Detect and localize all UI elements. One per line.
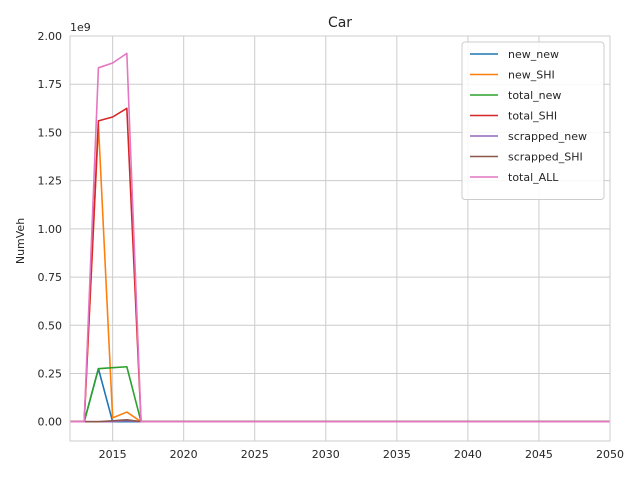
y-tick-label: 1.50 — [38, 126, 63, 139]
legend-label: total_new — [508, 89, 561, 102]
x-tick-label: 2030 — [312, 448, 340, 461]
legend-box — [461, 41, 605, 200]
x-tick-label: 2020 — [170, 448, 198, 461]
y-axis-label: NumVeh — [14, 218, 27, 264]
plot-area — [70, 52, 610, 423]
y-tick-label: 0.25 — [38, 368, 63, 381]
y-tick-label: 1.25 — [38, 175, 63, 188]
x-tick-label: 2035 — [383, 448, 411, 461]
y-tick-label: 2.00 — [38, 30, 63, 43]
plot-frame — [69, 35, 611, 442]
x-tick-label: 2050 — [596, 448, 624, 461]
axis-ticks: 2015 2020 2025 2030 2035 2040 2045 2050 0.00 0.25… — [38, 30, 625, 461]
x-tick-label: 2040 — [454, 448, 482, 461]
chart-title: Car — [328, 15, 352, 31]
y-tick-label: 1.00 — [38, 223, 63, 236]
legend-label: scrapped_new — [508, 130, 587, 143]
y-tick-label: 0.75 — [38, 271, 63, 284]
legend-label: new_new — [508, 48, 559, 61]
series-line-total-all — [70, 52, 610, 423]
x-tick-label: 2045 — [525, 448, 553, 461]
y-tick-label: 0.50 — [38, 319, 63, 332]
legend-label: total_SHI — [508, 110, 557, 123]
series-line-new-new — [70, 367, 610, 423]
legend-label: total_ALL — [508, 171, 559, 184]
y-tick-label: 0.00 — [38, 416, 63, 429]
x-tick-label: 2015 — [99, 448, 127, 461]
legend-label: new_SHI — [508, 69, 555, 82]
series-line-total-new — [70, 365, 610, 423]
y-tick-label: 1.75 — [38, 78, 63, 91]
legend: new_new new_SHI total_new total_SHI scrapped… — [461, 41, 605, 200]
y-axis-scale-label: 1e9 — [70, 21, 91, 34]
x-tick-label: 2025 — [241, 448, 269, 461]
legend-label: scrapped_SHI — [508, 151, 583, 164]
